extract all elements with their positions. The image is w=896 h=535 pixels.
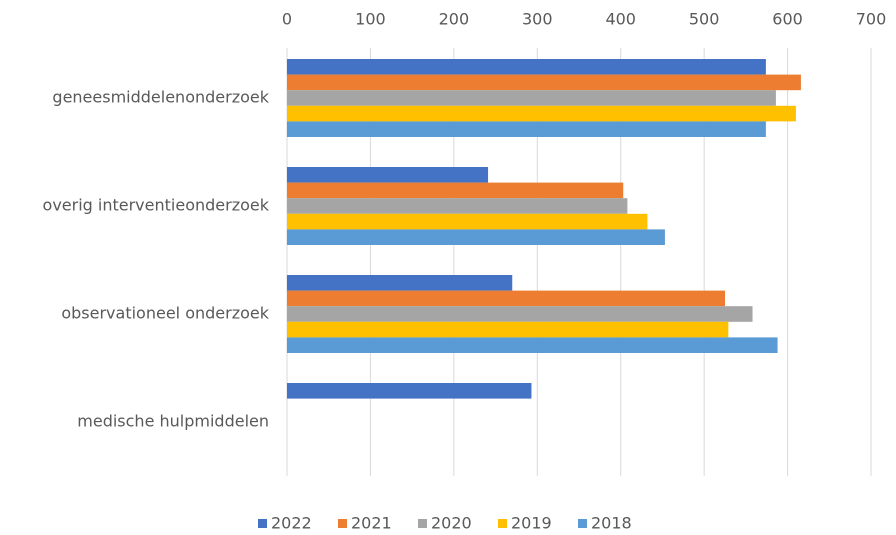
legend-label: 2021 bbox=[351, 514, 392, 533]
x-tick-label: 600 bbox=[772, 10, 803, 29]
bar bbox=[287, 306, 753, 322]
bar bbox=[287, 383, 532, 399]
bar bbox=[287, 74, 801, 91]
bar bbox=[287, 198, 628, 214]
bar bbox=[287, 213, 648, 230]
y-tick-label: observationeel onderzoek bbox=[61, 304, 269, 323]
legend-swatch bbox=[258, 519, 267, 528]
y-tick-label: overig interventieonderzoek bbox=[43, 196, 270, 215]
bar bbox=[287, 290, 725, 307]
bar bbox=[287, 229, 665, 245]
bar bbox=[287, 337, 778, 353]
x-tick-label: 300 bbox=[522, 10, 553, 29]
bar bbox=[287, 90, 776, 106]
bar bbox=[287, 321, 729, 338]
legend-label: 2022 bbox=[271, 514, 312, 533]
y-tick-label: geneesmiddelenonderzoek bbox=[52, 88, 269, 107]
legend-swatch bbox=[418, 519, 427, 528]
legend-swatch bbox=[498, 519, 507, 528]
bar bbox=[287, 121, 766, 137]
bar bbox=[287, 105, 796, 122]
x-tick-label: 200 bbox=[439, 10, 470, 29]
x-tick-label: 700 bbox=[856, 10, 887, 29]
legend-label: 2018 bbox=[591, 514, 632, 533]
bar bbox=[287, 59, 766, 75]
legend-label: 2019 bbox=[511, 514, 552, 533]
legend-swatch bbox=[578, 519, 587, 528]
bar bbox=[287, 182, 624, 199]
x-tick-label: 500 bbox=[689, 10, 720, 29]
y-tick-label: medische hulpmiddelen bbox=[77, 412, 269, 431]
legend-swatch bbox=[338, 519, 347, 528]
legend-label: 2020 bbox=[431, 514, 472, 533]
bar bbox=[287, 275, 513, 291]
x-tick-label: 0 bbox=[282, 10, 292, 29]
bar bbox=[287, 167, 489, 183]
x-tick-label: 400 bbox=[605, 10, 636, 29]
x-tick-label: 100 bbox=[355, 10, 386, 29]
